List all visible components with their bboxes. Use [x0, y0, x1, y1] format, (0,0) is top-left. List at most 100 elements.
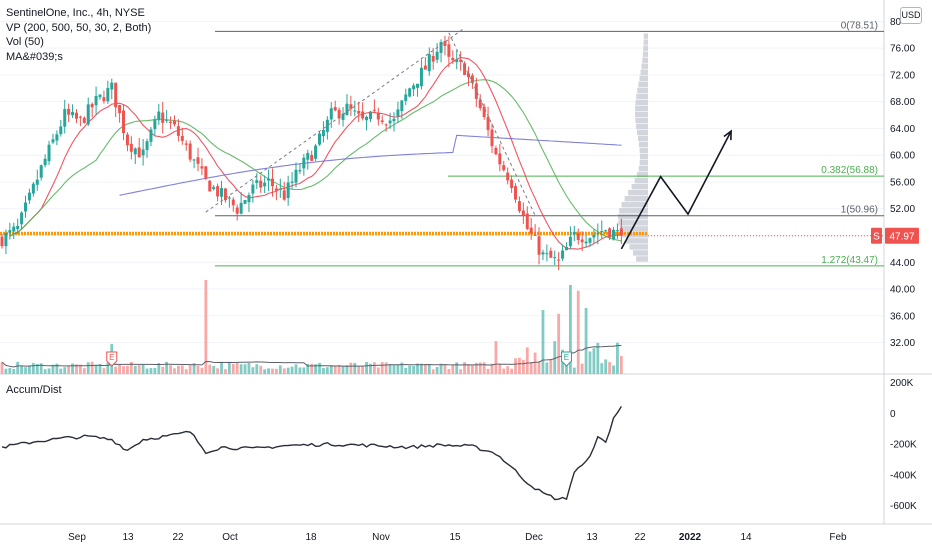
volume-bar [251, 367, 255, 374]
candle [557, 252, 561, 271]
candle-body [200, 166, 204, 169]
volume-bar [133, 365, 137, 374]
candle [368, 110, 372, 123]
time-axis-tick: 14 [740, 532, 752, 543]
candle-body [380, 120, 384, 122]
volume-bar [482, 362, 486, 374]
drawings[interactable] [205, 27, 732, 250]
currency-button[interactable]: USD [900, 7, 922, 24]
candle-body [98, 94, 102, 98]
candle [341, 107, 345, 127]
volume-bar [114, 366, 118, 374]
volume-bar [212, 366, 216, 374]
candle-body [451, 57, 455, 61]
profile-bar [619, 226, 648, 232]
candle [31, 182, 35, 197]
candle [353, 100, 357, 117]
profile-bar [639, 75, 648, 81]
candle [619, 218, 623, 244]
candle [157, 103, 161, 125]
candle [16, 218, 20, 235]
candle-body [125, 134, 129, 146]
candle [129, 136, 133, 160]
accum-dist-pane [1, 406, 622, 501]
volume-bar [592, 348, 596, 374]
candle [529, 218, 533, 240]
profile-bar [634, 177, 648, 184]
volume-bar [263, 369, 267, 374]
candle [568, 226, 572, 250]
candle [243, 199, 247, 204]
candle-body [408, 88, 412, 97]
volume-bar [4, 368, 8, 374]
volume-bar [518, 357, 521, 374]
candle [384, 123, 388, 132]
price-axis-tick: 36.00 [890, 311, 915, 322]
candle-body [435, 51, 439, 60]
candle [251, 179, 255, 203]
volume-bar [278, 365, 282, 374]
candle [188, 140, 192, 163]
accum-dist-title: Accum/Dist [6, 384, 62, 396]
candle-body [474, 83, 478, 99]
time-axis-tick: 13 [122, 532, 134, 543]
legend-vp[interactable]: VP (200, 500, 50, 30, 2, Both) [6, 21, 152, 34]
candle [286, 175, 290, 206]
candle [349, 95, 353, 116]
candle [122, 104, 126, 141]
candle [380, 115, 384, 125]
candle-body [278, 188, 282, 190]
profile-bar [632, 250, 648, 256]
candle-body [63, 109, 67, 127]
volume-bar [310, 363, 314, 374]
candle [459, 51, 463, 71]
volume-bar [471, 365, 474, 374]
volume-bar [275, 368, 278, 374]
volume-bar [177, 365, 180, 374]
candle [74, 109, 78, 123]
time-axis-tick: 22 [634, 532, 646, 543]
volume-bar [455, 362, 459, 374]
volume-bar [255, 364, 259, 374]
candle [365, 115, 369, 131]
candle-body [510, 179, 514, 188]
candle [208, 179, 212, 192]
candle [298, 163, 302, 174]
profile-bar [622, 232, 648, 238]
profile-bar [637, 87, 648, 94]
candle [608, 227, 612, 241]
candle-body [114, 82, 118, 108]
legend-symbol[interactable]: SentinelOne, Inc., 4h, NYSE [6, 7, 145, 19]
earnings-marker [106, 351, 118, 367]
candle-body [145, 141, 149, 150]
volume-bar [318, 362, 321, 374]
fib-levels[interactable]: 0(78.51) 0.382(56.88) 1(50.96) 1.272(43.47) [0, 20, 884, 267]
profile-bar [624, 196, 648, 202]
volume-bar [63, 367, 67, 374]
candle [39, 164, 43, 181]
legend-ma[interactable]: MA&#039;s [6, 50, 63, 63]
volume-bar [306, 363, 310, 374]
candle [133, 147, 137, 165]
profile-bar [619, 208, 648, 214]
candles[interactable] [0, 35, 623, 271]
legend-vol[interactable]: Vol (50) [6, 36, 44, 48]
candle-body [24, 202, 28, 212]
volume-bar [439, 363, 443, 374]
candle-body [47, 144, 51, 162]
candle [153, 115, 157, 136]
candle [408, 87, 412, 98]
candle-body [349, 104, 353, 109]
candle-body [55, 134, 59, 141]
volume-bar [396, 364, 400, 374]
candle-body [270, 178, 274, 187]
volume-bar [259, 365, 263, 374]
volume-bar [227, 362, 231, 374]
candle [35, 169, 39, 191]
volume-bar [373, 362, 376, 374]
candle [427, 47, 431, 76]
candle [357, 101, 361, 123]
volume-bar [514, 358, 517, 374]
volume-bar [349, 362, 353, 374]
